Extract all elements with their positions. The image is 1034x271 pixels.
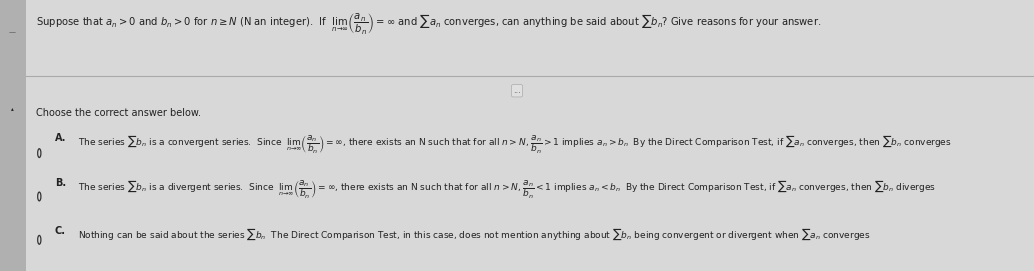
Text: Nothing can be said about the series $\sum b_n$  The Direct Comparison Test, in : Nothing can be said about the series $\s… — [78, 226, 871, 242]
Text: —: — — [9, 30, 16, 36]
Text: Suppose that $a_n > 0$ and $b_n > 0$ for $n \geq N$ (N an integer).  If  $\lim_{: Suppose that $a_n > 0$ and $b_n > 0$ for… — [36, 11, 821, 36]
Text: A.: A. — [55, 133, 66, 143]
Text: Choose the correct answer below.: Choose the correct answer below. — [36, 108, 202, 118]
Text: ▴: ▴ — [11, 106, 13, 111]
Text: B.: B. — [55, 178, 66, 188]
Text: The series $\sum b_n$ is a convergent series.  Since  $\lim_{n \to \infty} \left: The series $\sum b_n$ is a convergent se… — [78, 133, 951, 155]
Text: ...: ... — [513, 86, 521, 95]
Text: The series $\sum b_n$ is a divergent series.  Since  $\lim_{n \to \infty} \left(: The series $\sum b_n$ is a divergent ser… — [78, 178, 936, 199]
FancyBboxPatch shape — [0, 0, 26, 271]
Text: C.: C. — [55, 226, 66, 236]
